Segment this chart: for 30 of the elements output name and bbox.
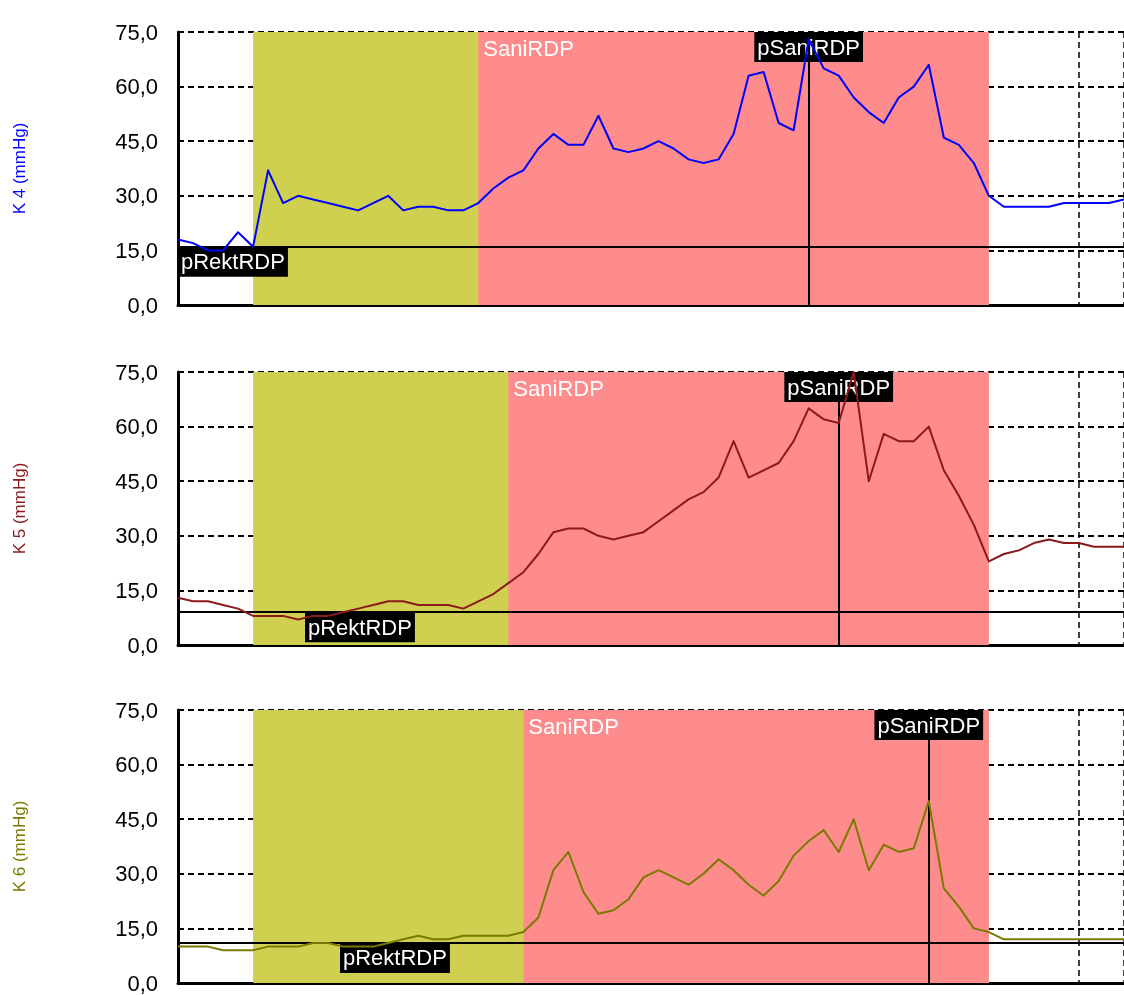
ref-line-label: pRektRDP [343,945,447,971]
y-tick-label: 0,0 [127,292,158,318]
y-tick-label: 60,0 [115,74,158,100]
y-tick-label: 75,0 [115,19,158,45]
ref-line-label: pRektRDP [181,249,285,275]
y-tick-label: 0,0 [127,632,158,658]
y-tick-label: 75,0 [115,697,158,723]
y-tick-label: 30,0 [115,183,158,209]
y-tick-label: 30,0 [115,523,158,549]
y-tick-label: 15,0 [115,237,158,263]
ref-line-label: pRektRDP [308,614,412,640]
text: pSaniRDP [877,712,981,738]
y-tick-label: 60,0 [115,414,158,440]
y-tick-label: 30,0 [115,861,158,887]
y-axis-title: K 5 (mmHg) [10,462,29,555]
y-tick-label: 0,0 [127,970,158,995]
y-tick-label: 15,0 [115,915,158,941]
annotation: SaniRDP [513,375,604,401]
y-axis-title: K 4 (mmHg) [10,122,29,215]
line-series [177,38,1124,252]
y-tick-label: 75,0 [115,359,158,385]
y-tick-label: 45,0 [115,468,158,494]
y-tick-label: 45,0 [115,128,158,154]
y-tick-label: 15,0 [115,577,158,603]
y-tick-label: 45,0 [115,806,158,832]
y-axis-title: K 6 (mmHg) [10,800,29,893]
annotation: SaniRDP [528,713,619,739]
annotation: SaniRDP [483,35,574,61]
text: pSaniRDP [787,374,891,400]
y-tick-label: 60,0 [115,752,158,778]
